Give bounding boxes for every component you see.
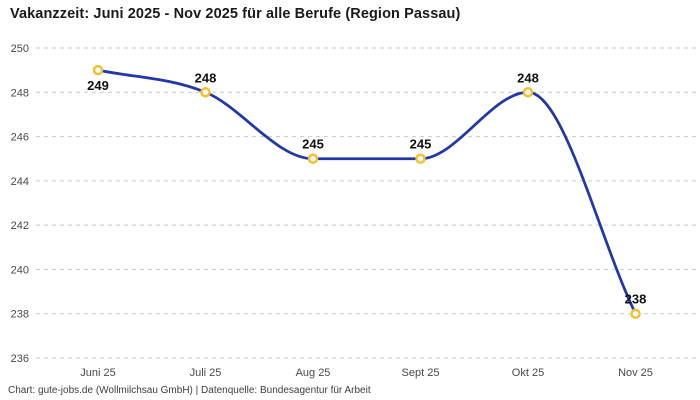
value-label: 238 [625, 292, 647, 307]
value-label: 245 [302, 137, 324, 152]
y-tick-label: 250 [11, 43, 29, 55]
value-label: 248 [517, 70, 539, 85]
data-point-marker [522, 87, 534, 98]
x-tick-label: Aug 25 [296, 367, 331, 379]
x-tick-label: Nov 25 [618, 367, 653, 379]
x-tick-label: Juni 25 [80, 367, 115, 379]
series-line [96, 68, 637, 316]
x-tick-label: Juli 25 [190, 367, 222, 379]
y-tick-label: 236 [11, 353, 29, 365]
x-tick-label: Sept 25 [402, 367, 440, 379]
y-tick-label: 238 [11, 309, 29, 321]
chart-footer-attribution: Chart: gute-jobs.de (Wollmilchsau GmbH) … [8, 385, 371, 396]
value-label: 245 [410, 137, 432, 152]
grid-lines [36, 47, 696, 359]
data-point-marker [200, 87, 211, 98]
y-tick-label: 246 [11, 132, 29, 144]
value-labels: 249 248 245 245 248 238 [87, 70, 646, 306]
y-axis-tick-labels: 250 248 246 244 242 240 238 236 [11, 43, 29, 365]
y-tick-label: 244 [11, 176, 29, 188]
data-point-marker [307, 153, 319, 164]
chart-title: Vakanzzeit: Juni 2025 - Nov 2025 für all… [10, 6, 461, 22]
data-point-marker [92, 64, 104, 76]
data-point-marker [415, 153, 426, 164]
x-tick-label: Okt 25 [512, 367, 544, 379]
y-tick-label: 242 [11, 220, 29, 232]
y-tick-label: 248 [11, 87, 29, 99]
value-label: 249 [87, 78, 109, 93]
data-point-markers [92, 64, 641, 319]
x-axis-category-labels: Juni 25 Juli 25 Aug 25 Sept 25 Okt 25 Nov 25 [80, 367, 653, 379]
data-point-marker [630, 308, 641, 319]
y-tick-label: 240 [11, 264, 29, 276]
value-label: 248 [195, 70, 217, 85]
